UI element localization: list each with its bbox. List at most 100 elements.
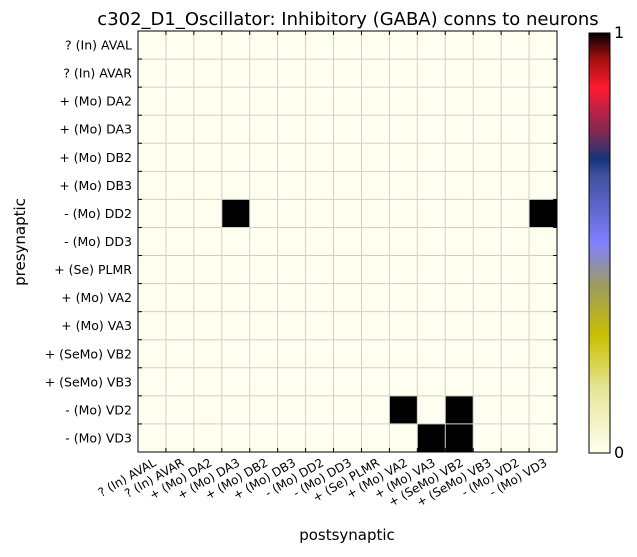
y-tick-label: - (Mo) DD2 — [64, 206, 132, 221]
heatmap-cell — [389, 255, 418, 284]
heatmap-cell — [193, 143, 223, 172]
heatmap-cell — [501, 31, 530, 60]
heatmap-cell — [138, 367, 167, 397]
heatmap-cell — [277, 367, 306, 397]
heatmap-cell — [193, 395, 223, 425]
heatmap-cell — [529, 143, 558, 172]
heatmap-cell — [333, 87, 362, 116]
y-tick-label: + (Mo) VA2 — [61, 290, 132, 305]
heatmap-cell — [501, 367, 530, 397]
heatmap-cell — [389, 311, 418, 341]
heatmap-cell — [221, 115, 251, 144]
heatmap-cell — [389, 339, 418, 369]
heatmap-cell — [445, 311, 474, 341]
heatmap-cell — [138, 31, 167, 60]
heatmap-cell — [501, 171, 530, 200]
plot-frame — [137, 30, 558, 453]
heatmap-cell — [361, 283, 390, 312]
ticks-layer — [138, 31, 557, 452]
heatmap-cell — [305, 59, 334, 88]
heatmap-cell — [249, 115, 278, 144]
heatmap-cell — [361, 227, 390, 256]
heatmap-cell — [305, 339, 334, 369]
heatmap-cell — [305, 115, 334, 144]
heatmap-cell — [165, 311, 195, 341]
heatmap-cell — [473, 143, 502, 172]
heatmap-cell — [165, 423, 195, 453]
heatmap-cell — [361, 199, 390, 228]
heatmap-cell — [473, 87, 502, 116]
heatmap-cell — [501, 143, 530, 172]
heatmap-cell — [361, 115, 390, 144]
heatmap-cell — [333, 311, 362, 341]
heatmap-cell — [473, 395, 502, 425]
heatmap-cell — [333, 339, 362, 369]
heatmap-cell — [138, 339, 167, 369]
heatmap-cell — [389, 423, 418, 453]
heatmap-cell — [305, 171, 334, 200]
heatmap-cell — [417, 87, 446, 116]
heatmap-cell — [249, 395, 278, 425]
heatmap-cell — [193, 87, 223, 116]
heatmap-cell — [389, 87, 418, 116]
heatmap-cell — [193, 283, 223, 312]
heatmap-cell — [501, 283, 530, 312]
heatmap-cell — [221, 227, 251, 256]
heatmap-cell — [249, 143, 278, 172]
heatmap-cell — [138, 227, 167, 256]
heatmap-cell — [277, 283, 306, 312]
heatmap-cell — [221, 423, 251, 453]
heatmap-cell — [473, 339, 502, 369]
heatmap-cell — [165, 283, 195, 312]
heatmap-cell — [193, 31, 223, 60]
y-tick-label: + (Se) PLMR — [54, 262, 132, 277]
heatmap-cell — [473, 283, 502, 312]
heatmap-cell — [473, 59, 502, 88]
heatmap-cell — [529, 255, 558, 284]
heatmap-cell — [333, 143, 362, 172]
heatmap-cell — [277, 59, 306, 88]
heatmap-cell — [221, 31, 251, 60]
y-tick-label: + (Mo) VA3 — [61, 318, 132, 333]
heatmap-cell — [221, 339, 251, 369]
heatmap-cell — [445, 227, 474, 256]
heatmap-cell — [417, 171, 446, 200]
heatmap-cell — [445, 115, 474, 144]
heatmap-cell — [193, 199, 223, 228]
heatmap-cell — [417, 367, 446, 397]
heatmap-cell — [417, 283, 446, 312]
heatmap-cell — [501, 115, 530, 144]
heatmap-cell — [249, 283, 278, 312]
heatmap-cell — [165, 171, 195, 200]
heatmap-cell — [417, 255, 446, 284]
heatmap-cell — [529, 283, 558, 312]
heatmap-cell — [501, 59, 530, 88]
heatmap-cell — [529, 171, 558, 200]
heatmap-cell — [277, 311, 306, 341]
heatmap-cell — [193, 115, 223, 144]
heatmap-cell — [249, 367, 278, 397]
heatmap-cell — [417, 199, 446, 228]
heatmap-cell — [221, 199, 251, 228]
heatmap-cell — [305, 31, 334, 60]
heatmap-cell — [445, 339, 474, 369]
heatmap-cell — [473, 199, 502, 228]
heatmap-cell — [445, 59, 474, 88]
heatmap-cell — [529, 115, 558, 144]
heatmap-cell — [277, 227, 306, 256]
heatmap-cell — [277, 87, 306, 116]
heatmap-cell — [249, 31, 278, 60]
colorbar — [588, 32, 611, 454]
heatmap-cell — [138, 143, 167, 172]
heatmap-cell — [333, 255, 362, 284]
heatmap-cell — [361, 143, 390, 172]
heatmap-cell — [221, 395, 251, 425]
heatmap-cell — [138, 423, 167, 453]
y-tick-label: + (Mo) DA2 — [59, 94, 132, 109]
heatmap-cell — [138, 59, 167, 88]
heatmap-cell — [165, 59, 195, 88]
y-tick-label: ? (In) AVAL — [65, 38, 132, 53]
heatmap-cell — [473, 31, 502, 60]
heatmap-cell — [165, 227, 195, 256]
heatmap-cell — [305, 87, 334, 116]
